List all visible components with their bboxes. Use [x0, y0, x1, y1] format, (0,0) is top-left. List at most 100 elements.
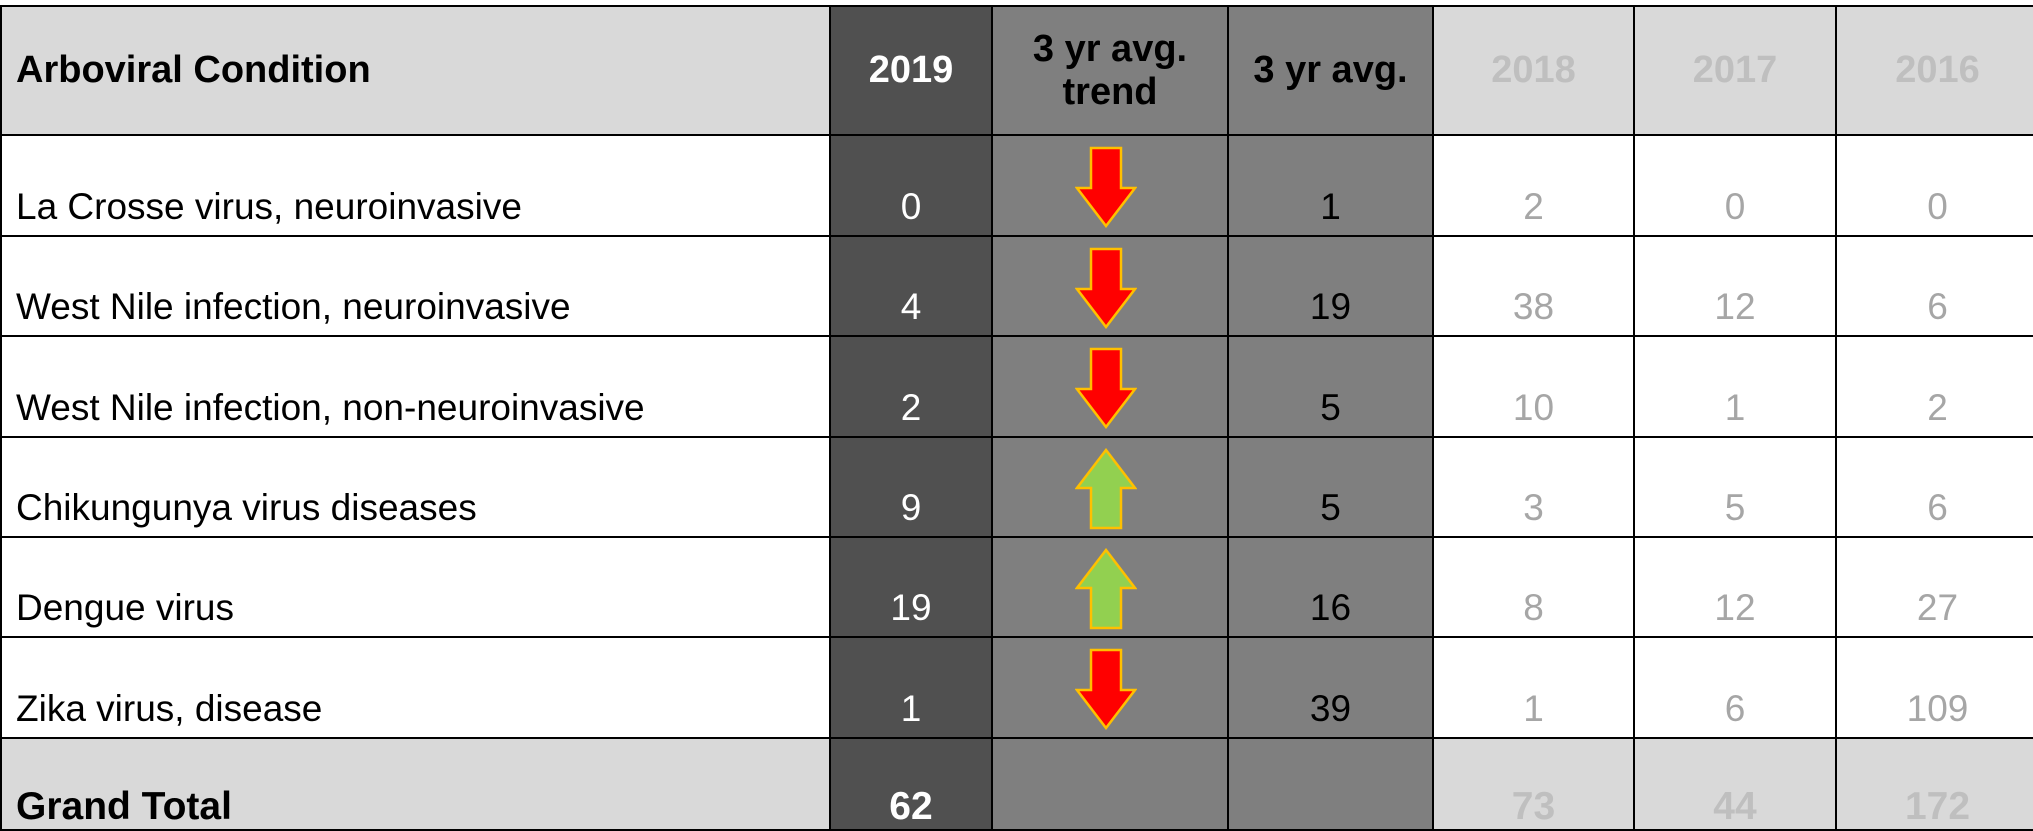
cell-text: 16	[1309, 586, 1352, 628]
body-cell: 2	[1837, 337, 2033, 438]
cell-text: 0	[1927, 185, 1948, 227]
up-arrow	[1075, 548, 1137, 630]
body-cell: 8	[1434, 538, 1635, 638]
body-cell: 12	[1635, 538, 1837, 638]
total-cell: 62	[831, 739, 993, 831]
body-cell: 0	[1635, 136, 1837, 237]
body-cell: Chikungunya virus diseases	[0, 438, 831, 538]
cell-text: 5	[1320, 386, 1341, 428]
header-cell: Arboviral Condition	[0, 5, 831, 136]
body-cell: 5	[1229, 337, 1434, 438]
cell-text: 5	[1320, 486, 1341, 528]
body-cell: Zika virus, disease	[0, 638, 831, 739]
cell-text: 5	[1724, 486, 1746, 528]
body-cell: 39	[1229, 638, 1434, 739]
body-cell: 1	[1434, 638, 1635, 739]
cell-text: 2	[1523, 185, 1544, 227]
cell-text: 2019	[868, 49, 954, 92]
header-cell: 2017	[1635, 5, 1837, 136]
cell-text: 19	[890, 586, 932, 628]
cell-text: 2	[1927, 386, 1948, 428]
header-cell: 3 yr avg.	[1229, 5, 1434, 136]
cell-text: 38	[1512, 285, 1555, 327]
body-cell: 4	[831, 237, 993, 337]
cell-text: 3 yr avg.	[1253, 49, 1408, 92]
body-cell: 1	[831, 638, 993, 739]
body-cell: West Nile infection, non-neuroinvasive	[0, 337, 831, 438]
cell-text: Chikungunya virus diseases	[16, 486, 477, 528]
body-cell: 5	[1229, 438, 1434, 538]
down-arrow	[1075, 347, 1137, 429]
cell-text: 6	[1927, 486, 1948, 528]
header-cell: 2016	[1837, 5, 2033, 136]
body-cell: 27	[1837, 538, 2033, 638]
body-cell: 12	[1635, 237, 1837, 337]
cell-text: 3 yr avg. trend	[1032, 27, 1188, 113]
body-cell: 109	[1837, 638, 2033, 739]
cell-text: 0	[900, 185, 922, 227]
cell-text: Arboviral Condition	[16, 49, 371, 92]
body-cell: 19	[1229, 237, 1434, 337]
body-cell: 6	[1837, 237, 2033, 337]
down-arrow	[1075, 146, 1137, 228]
up-arrow	[1075, 448, 1137, 530]
cell-text: 2	[900, 386, 922, 428]
body-cell: 0	[831, 136, 993, 237]
body-cell: 6	[1837, 438, 2033, 538]
header-cell: 2019	[831, 5, 993, 136]
total-cell: 44	[1635, 739, 1837, 831]
trend-cell	[993, 638, 1229, 739]
cell-text: 109	[1906, 687, 1969, 729]
trend-cell	[993, 337, 1229, 438]
header-cell: 3 yr avg. trend	[993, 5, 1229, 136]
cell-text: 172	[1904, 785, 1971, 829]
total-cell: 172	[1837, 739, 2033, 831]
header-cell: 2018	[1434, 5, 1635, 136]
cell-text: 12	[1714, 586, 1756, 628]
cell-text: 73	[1511, 785, 1556, 829]
cell-text: 6	[1724, 687, 1746, 729]
body-cell: 2	[1434, 136, 1635, 237]
trend-cell	[993, 538, 1229, 638]
cell-text: 8	[1523, 586, 1544, 628]
cell-text: 44	[1713, 785, 1757, 829]
cell-text: 10	[1512, 386, 1555, 428]
cell-text: 2016	[1895, 49, 1980, 92]
trend-cell	[993, 237, 1229, 337]
total-cell	[1229, 739, 1434, 831]
cell-text: Zika virus, disease	[16, 687, 323, 729]
cell-text: 1	[1523, 687, 1544, 729]
body-cell: West Nile infection, neuroinvasive	[0, 237, 831, 337]
total-cell: 73	[1434, 739, 1635, 831]
down-arrow	[1075, 648, 1137, 730]
body-cell: 19	[831, 538, 993, 638]
cell-text: 27	[1916, 586, 1959, 628]
cell-text: Grand Total	[16, 785, 232, 829]
cell-text: La Crosse virus, neuroinvasive	[16, 185, 522, 227]
cell-text: 3	[1523, 486, 1544, 528]
cell-text: 1	[1724, 386, 1746, 428]
cell-text: 1	[900, 687, 922, 729]
body-cell: 5	[1635, 438, 1837, 538]
cell-text: 39	[1309, 687, 1352, 729]
body-cell: 10	[1434, 337, 1635, 438]
cell-text: Dengue virus	[16, 586, 235, 628]
body-cell: 2	[831, 337, 993, 438]
body-cell: 16	[1229, 538, 1434, 638]
cell-text: 12	[1714, 285, 1756, 327]
body-cell: 3	[1434, 438, 1635, 538]
total-cell: Grand Total	[0, 739, 831, 831]
cell-text: 19	[1309, 285, 1352, 327]
cell-text: 0	[1724, 185, 1746, 227]
body-cell: Dengue virus	[0, 538, 831, 638]
cell-text: 62	[889, 785, 933, 829]
down-arrow	[1075, 247, 1137, 329]
cell-text: 2017	[1692, 49, 1778, 92]
cell-text: 4	[900, 285, 922, 327]
body-cell: La Crosse virus, neuroinvasive	[0, 136, 831, 237]
body-cell: 1	[1635, 337, 1837, 438]
cell-text: 6	[1927, 285, 1948, 327]
cell-text: West Nile infection, neuroinvasive	[16, 285, 571, 327]
body-cell: 0	[1837, 136, 2033, 237]
